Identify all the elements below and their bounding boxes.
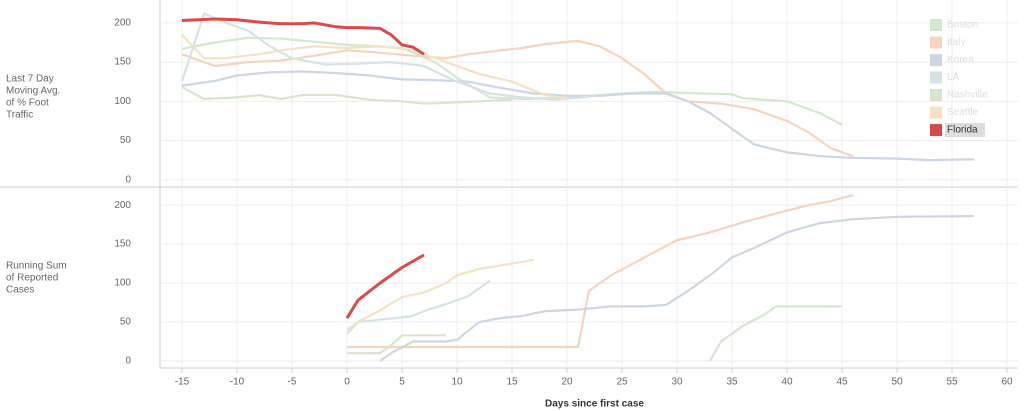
x-tick-label: 15 — [506, 377, 518, 388]
legend-label: LA — [947, 72, 960, 83]
y-axis-title: Traffic — [6, 110, 33, 121]
x-tick-label: 5 — [399, 377, 405, 388]
series-line — [379, 215, 975, 362]
y-tick-label: 100 — [114, 278, 131, 289]
legend-swatch — [930, 124, 942, 136]
x-tick-label: -5 — [288, 377, 297, 388]
x-tick-label: 10 — [451, 377, 463, 388]
series-line — [709, 305, 842, 362]
x-tick-label: 30 — [671, 377, 683, 388]
series-line — [181, 17, 425, 56]
legend-label: Seattle — [947, 107, 979, 118]
legend-label: Nashville — [947, 90, 988, 101]
y-tick-label: 100 — [114, 96, 131, 107]
y-axis-title: Last 7 Day — [6, 74, 54, 85]
series-line — [180, 12, 590, 101]
y-axis-title: Cases — [6, 285, 34, 296]
y-tick-label: 50 — [120, 317, 132, 328]
series-line — [346, 258, 535, 331]
series-line — [347, 193, 854, 349]
legend-swatch — [930, 54, 942, 66]
series-line — [181, 33, 568, 100]
legend-label: Florida — [947, 125, 978, 136]
series-line — [181, 39, 854, 158]
legend-swatch — [930, 89, 942, 101]
y-axis-title: Moving Avg. — [6, 86, 60, 97]
y-tick-label: 0 — [125, 174, 131, 185]
y-tick-label: 150 — [114, 239, 131, 250]
x-tick-label: 60 — [1001, 377, 1013, 388]
series-line — [181, 36, 843, 126]
y-axis-title: of Reported — [6, 273, 58, 284]
legend-label: Italy — [947, 37, 965, 48]
y-tick-label: 200 — [114, 200, 131, 211]
x-tick-label: 35 — [726, 377, 738, 388]
series-line — [345, 253, 425, 319]
x-tick-label: -10 — [230, 377, 245, 388]
series-line — [181, 86, 513, 105]
x-tick-label: 0 — [344, 377, 350, 388]
y-axis-title: Running Sum — [6, 261, 67, 272]
x-tick-label: 25 — [616, 377, 628, 388]
x-tick-label: 45 — [836, 377, 848, 388]
legend-swatch — [930, 106, 942, 119]
x-tick-label: 40 — [781, 377, 793, 388]
series-line — [347, 334, 446, 355]
x-axis-title: Days since first case — [545, 399, 644, 410]
legend-label: Korea — [947, 55, 974, 66]
series-line — [346, 279, 491, 335]
legend-swatch — [930, 36, 942, 49]
x-tick-label: 50 — [891, 377, 903, 388]
y-tick-label: 200 — [114, 18, 131, 29]
legend-swatch — [930, 71, 942, 84]
legend-label: Boston — [947, 20, 978, 31]
x-tick-label: 55 — [946, 377, 958, 388]
x-tick-label: -15 — [175, 377, 190, 388]
series-line — [181, 70, 975, 162]
legend-swatch — [930, 19, 942, 31]
legend-highlight — [945, 123, 985, 137]
y-tick-label: 50 — [120, 135, 132, 146]
y-axis-title: of % Foot — [6, 98, 49, 109]
x-tick-label: 20 — [561, 377, 573, 388]
y-tick-label: 0 — [125, 356, 131, 367]
y-tick-label: 150 — [114, 57, 131, 68]
